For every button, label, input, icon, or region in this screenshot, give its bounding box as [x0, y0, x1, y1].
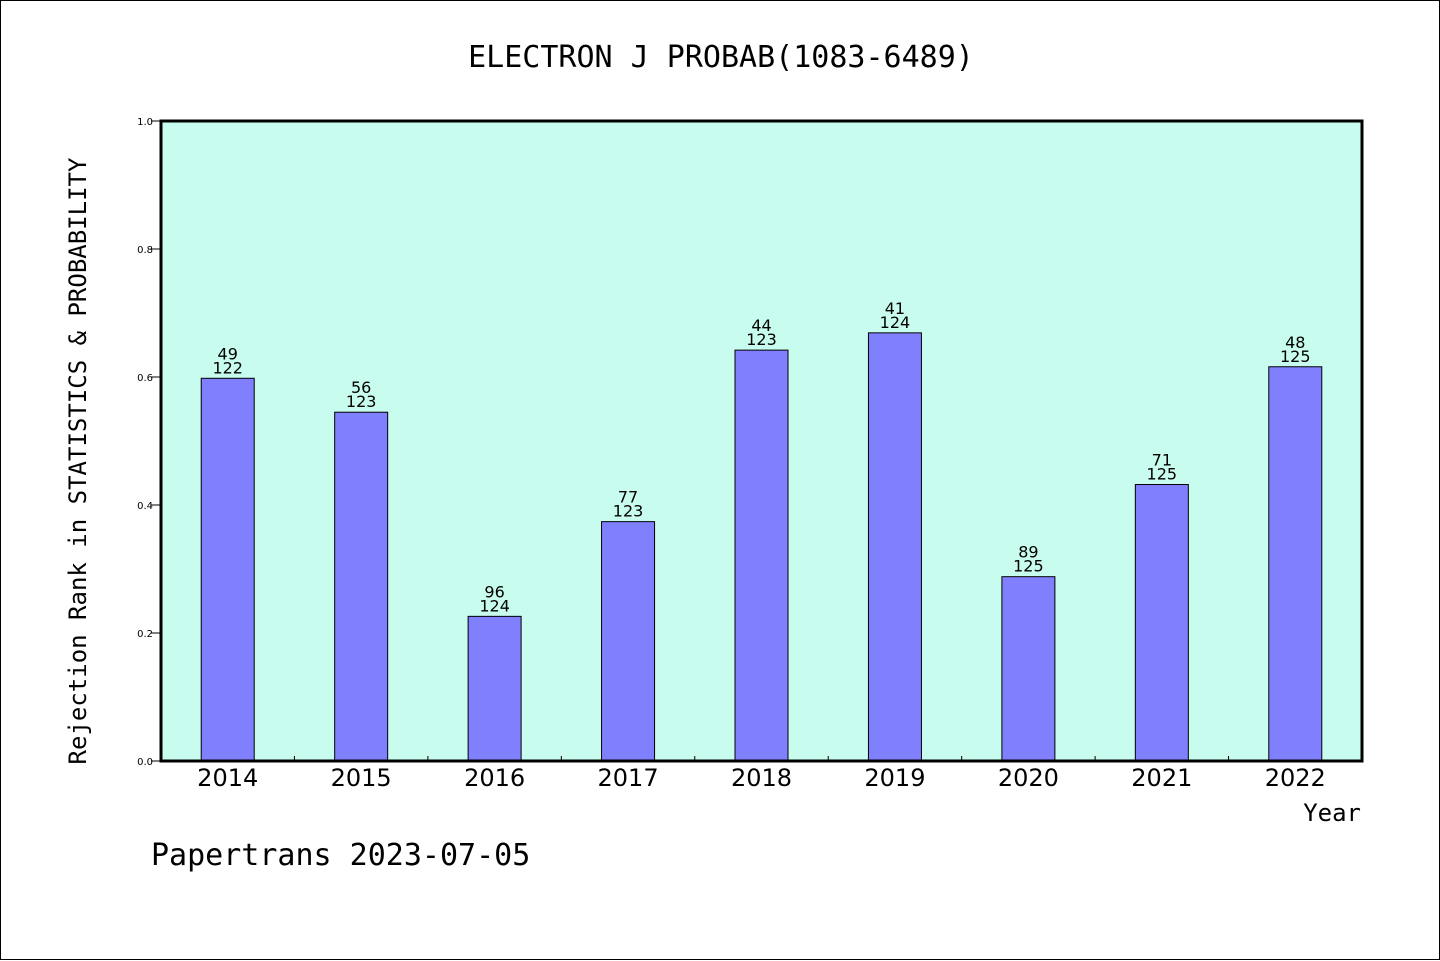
- bar-2019: [867, 332, 922, 762]
- x-axis-label: Year: [1303, 799, 1361, 827]
- data-label-rank: 44: [751, 316, 771, 335]
- data-label-total: 125: [1280, 347, 1311, 366]
- y-axis-label: Rejection Rank in STATISTICS & PROBABILI…: [64, 157, 92, 764]
- data-label-rank: 89: [1018, 543, 1038, 562]
- data-label-total: 125: [1013, 557, 1044, 576]
- x-tick-label: 2016: [464, 764, 525, 792]
- data-label-total: 124: [880, 313, 911, 332]
- x-tick-label: 2017: [598, 764, 659, 792]
- bar-2020: [1001, 576, 1056, 762]
- y-tick-label: 0.8: [137, 245, 153, 256]
- y-tick-label: 0.0: [137, 757, 153, 768]
- bar-2014: [200, 377, 255, 762]
- data-label-rank: 41: [885, 299, 905, 318]
- bar-2015: [334, 411, 389, 762]
- data-label-total: 123: [613, 502, 644, 521]
- data-label-rank: 77: [618, 488, 638, 507]
- plot-area: 0.00.20.40.60.81.04912220145612320159612…: [137, 117, 1364, 792]
- data-label-rank: 96: [484, 582, 504, 601]
- x-tick-label: 2018: [731, 764, 792, 792]
- data-label-rank: 49: [218, 344, 238, 363]
- y-tick-label: 0.4: [137, 501, 153, 512]
- x-tick-label: 2020: [998, 764, 1059, 792]
- bar-2016: [467, 615, 522, 762]
- bar-2021: [1134, 484, 1189, 762]
- data-label-total: 122: [212, 358, 243, 377]
- data-label-total: 124: [479, 596, 510, 615]
- bar-2022: [1268, 366, 1323, 762]
- data-label-total: 123: [746, 330, 777, 349]
- data-label-rank: 71: [1152, 451, 1172, 470]
- y-tick-label: 0.6: [137, 373, 153, 384]
- bar-2017: [601, 521, 656, 762]
- y-tick-label: 0.2: [137, 629, 153, 640]
- x-tick-label: 2015: [331, 764, 392, 792]
- data-label-total: 123: [346, 392, 377, 411]
- bar-2018: [734, 349, 789, 762]
- y-tick-label: 1.0: [137, 117, 153, 128]
- footer-credit: Papertrans 2023-07-05: [151, 838, 530, 873]
- chart-title: ELECTRON J PROBAB(1083-6489): [468, 40, 974, 75]
- data-label-total: 125: [1147, 465, 1178, 484]
- data-label-rank: 48: [1285, 333, 1305, 352]
- plot-border: [159, 119, 1364, 763]
- data-label-rank: 56: [351, 378, 371, 397]
- x-tick-label: 2019: [864, 764, 925, 792]
- x-tick-label: 2014: [197, 764, 258, 792]
- x-tick-label: 2021: [1131, 764, 1192, 792]
- x-tick-label: 2022: [1265, 764, 1326, 792]
